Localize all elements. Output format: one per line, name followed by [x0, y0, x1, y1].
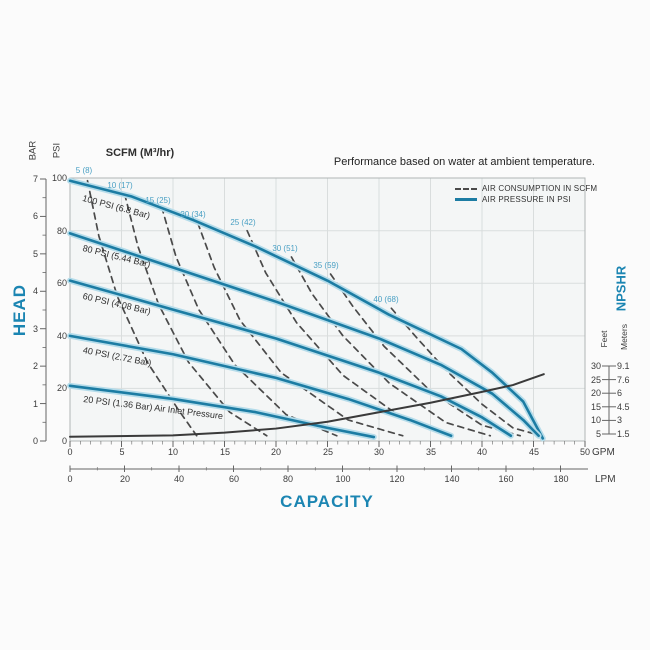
scfm-curve-label: 20 (34) [180, 210, 206, 219]
gpm-tick-label: 0 [67, 447, 73, 457]
gpm-tick-label: 40 [476, 447, 487, 457]
meters-tick-label: 4.5 [617, 402, 630, 412]
gpm-unit-label: GPM [592, 447, 615, 458]
lpm-tick-label: 0 [67, 474, 73, 484]
lpm-tick-label: 140 [444, 474, 460, 484]
legend-air-consumption: AIR CONSUMPTION IN SCFM [455, 183, 597, 194]
legend: AIR CONSUMPTION IN SCFM AIR PRESSURE IN … [455, 183, 597, 205]
psi-tick-label: 0 [61, 436, 67, 446]
gpm-tick-label: 5 [119, 447, 125, 457]
psi-tick-label: 80 [56, 226, 67, 236]
bar-tick-label: 1 [32, 399, 38, 409]
meters-axis-title: Meters [619, 324, 629, 350]
psi-tick-label: 60 [56, 278, 67, 288]
lpm-tick-label: 20 [119, 474, 130, 484]
legend-air-pressure: AIR PRESSURE IN PSI [455, 194, 597, 205]
legend-air-pressure-label: AIR PRESSURE IN PSI [482, 195, 571, 204]
lpm-tick-label: 80 [282, 474, 293, 484]
lpm-tick-label: 120 [389, 474, 405, 484]
scfm-curve-label: 15 (25) [145, 196, 171, 205]
feet-tick-label: 15 [590, 402, 601, 412]
gpm-tick-label: 35 [425, 447, 436, 457]
feet-axis-title: Feet [599, 330, 609, 348]
npshr-axis-title: NPSHR [613, 265, 629, 312]
psi-tick-label: 100 [51, 173, 67, 183]
gpm-tick-label: 25 [322, 447, 333, 457]
dashed-line-sample-icon [455, 187, 477, 190]
bar-tick-label: 2 [32, 361, 38, 371]
meters-tick-label: 1.5 [617, 429, 630, 439]
feet-tick-label: 20 [590, 388, 601, 398]
bar-tick-label: 7 [32, 174, 38, 184]
bar-tick-label: 4 [32, 286, 38, 296]
bar-tick-label: 5 [32, 249, 38, 259]
bar-tick-label: 6 [32, 211, 38, 221]
meters-tick-label: 6 [617, 388, 623, 398]
gpm-tick-label: 20 [270, 447, 281, 457]
scfm-curve-label: 10 (17) [107, 181, 133, 190]
lpm-tick-label: 40 [173, 474, 184, 484]
scfm-curve-label: 35 (59) [313, 261, 339, 270]
lpm-tick-label: 60 [228, 474, 239, 484]
feet-tick-label: 25 [590, 375, 601, 385]
lpm-unit-label: LPM [595, 474, 616, 485]
scfm-curve-label: 30 (51) [272, 244, 298, 253]
lpm-tick-label: 180 [553, 474, 569, 484]
gpm-tick-label: 10 [167, 447, 178, 457]
solid-line-sample-icon [455, 198, 477, 201]
meters-tick-label: 3 [617, 415, 623, 425]
capacity-axis-title: CAPACITY [280, 492, 374, 511]
gpm-tick-label: 45 [528, 447, 539, 457]
scfm-curve-label: 25 (42) [230, 218, 256, 227]
feet-tick-label: 10 [590, 415, 601, 425]
bar-tick-label: 3 [32, 324, 38, 334]
feet-tick-label: 30 [590, 361, 601, 371]
scfm-axis-title: SCFM (M³/hr) [105, 147, 175, 159]
bar-tick-label: 0 [32, 436, 38, 446]
meters-tick-label: 7.6 [617, 375, 630, 385]
meters-tick-label: 9.1 [617, 361, 630, 371]
legend-air-consumption-label: AIR CONSUMPTION IN SCFM [482, 184, 598, 193]
gpm-tick-label: 30 [373, 447, 384, 457]
lpm-tick-label: 100 [335, 474, 351, 484]
feet-tick-label: 5 [595, 429, 601, 439]
bar-axis-title: BAR [27, 140, 39, 161]
gpm-tick-label: 15 [219, 447, 230, 457]
psi-axis-title: PSI [51, 142, 63, 159]
head-axis-title: HEAD [10, 283, 29, 337]
lpm-tick-label: 160 [498, 474, 514, 484]
scfm-curve-label: 5 (8) [75, 166, 93, 175]
chart-title: Performance based on water at ambient te… [333, 156, 595, 168]
psi-tick-label: 20 [56, 383, 67, 393]
gpm-tick-label: 50 [579, 447, 590, 457]
psi-tick-label: 40 [56, 331, 67, 341]
scfm-curve-label: 40 (68) [373, 295, 399, 304]
